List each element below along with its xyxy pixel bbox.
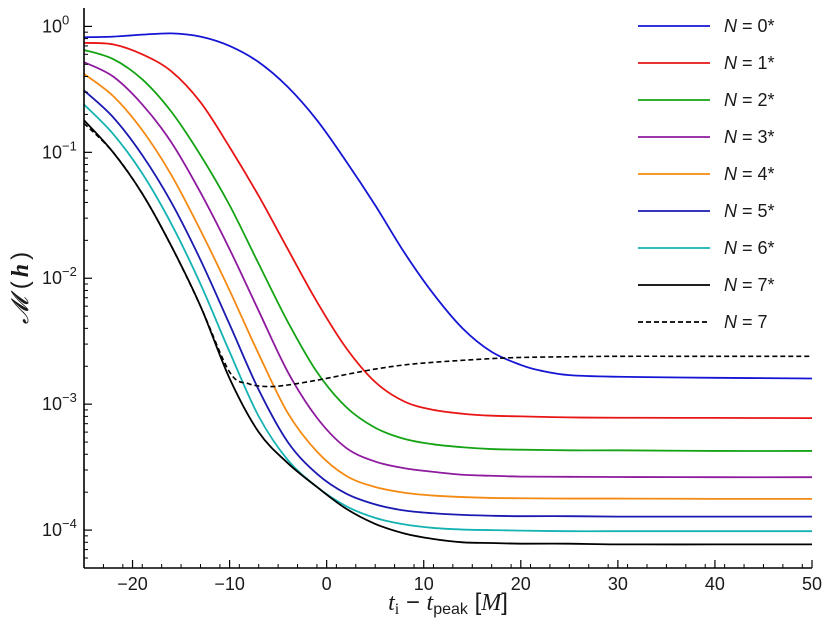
x-tick-label: 30 — [608, 574, 628, 594]
x-tick-label: 10 — [414, 574, 434, 594]
legend-label-1: N = 1* — [724, 53, 775, 73]
series-line-6 — [83, 103, 812, 533]
y-tick-label: 100 — [42, 12, 69, 36]
x-tick-label: 40 — [705, 574, 725, 594]
series-line-5 — [83, 89, 812, 518]
x-axis-title: ti − tpeak [M] — [388, 589, 508, 618]
y-tick-label: 10−2 — [42, 264, 77, 288]
x-tick-label: 0 — [322, 574, 332, 594]
x-tick-label: −10 — [214, 574, 245, 594]
x-tick-label: −20 — [117, 574, 148, 594]
y-tick-label: 10−3 — [42, 390, 77, 414]
series-line-8 — [83, 122, 812, 388]
legend-label-8: N = 7 — [724, 312, 768, 332]
legend-label-5: N = 5* — [724, 201, 775, 221]
series-line-4 — [83, 73, 813, 500]
y-tick-label: 10−1 — [42, 138, 77, 162]
legend-label-3: N = 3* — [724, 127, 775, 147]
series-line-7 — [83, 119, 812, 546]
series-line-0 — [83, 32, 813, 380]
y-ticks: 100 10−1 10−2 10−3 10−4 — [42, 12, 92, 569]
legend-label-2: N = 2* — [724, 90, 775, 110]
legend-label-4: N = 4* — [724, 164, 775, 184]
legend-label-6: N = 6* — [724, 238, 775, 258]
y-tick-label: 10−4 — [42, 516, 77, 540]
axes — [83, 8, 812, 569]
series-lines — [83, 32, 813, 546]
x-tick-label: 50 — [802, 574, 822, 594]
legend: N = 0* N = 1* N = 2* N = 3* N = 4* N = 5* N = … — [638, 16, 775, 332]
x-tick-label: 20 — [511, 574, 531, 594]
series-line-2 — [83, 49, 813, 452]
series-line-1 — [83, 41, 813, 420]
legend-label-7: N = 7* — [724, 275, 775, 295]
legend-label-0: N = 0* — [724, 16, 775, 36]
x-ticks: −20 −10 0 10 20 30 40 50 — [83, 560, 822, 594]
y-axis-title: 𝓜(h) — [7, 252, 34, 324]
series-line-3 — [83, 61, 813, 479]
